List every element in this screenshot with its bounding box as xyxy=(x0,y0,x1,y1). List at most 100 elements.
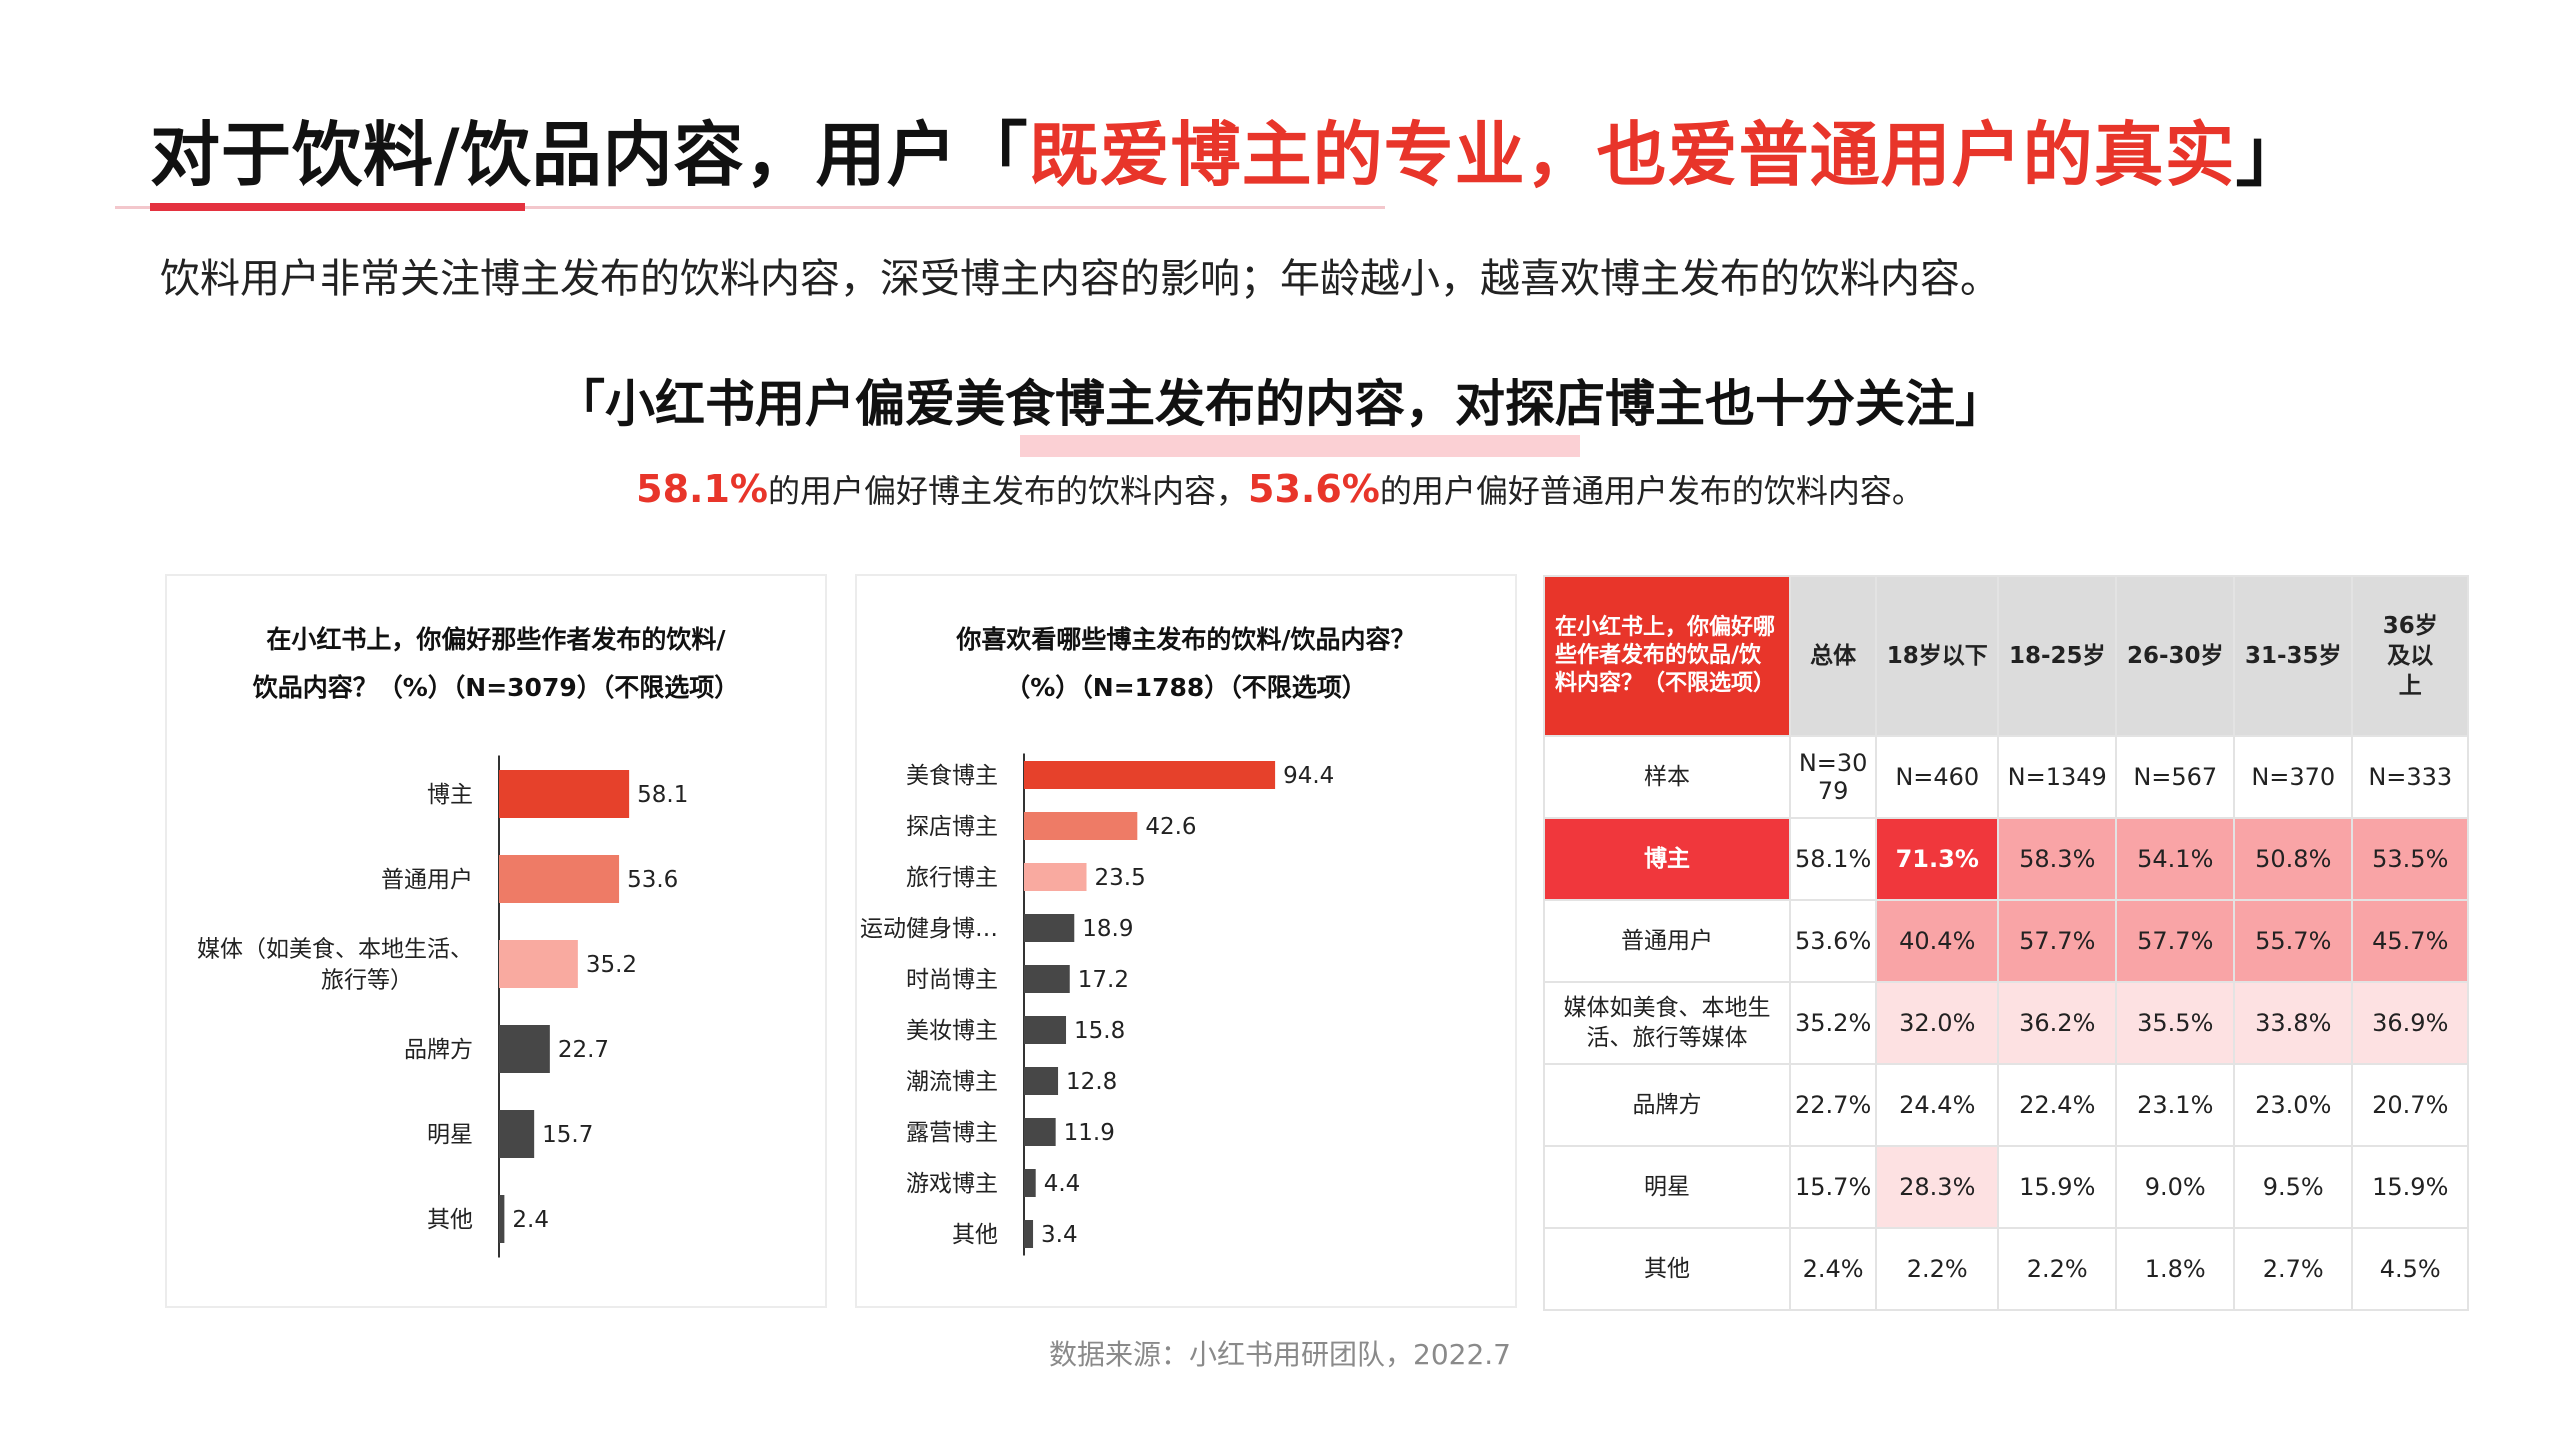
bar xyxy=(1024,812,1138,840)
table-cell: 2.2% xyxy=(1997,1227,2118,1311)
bar-value-label: 3.4 xyxy=(1041,1222,1078,1248)
data-source: 数据来源：小红书用研团队，2022.7 xyxy=(1049,1338,1511,1371)
col-header: 36岁及以上 xyxy=(2351,575,2470,737)
category-label: 美食博主 xyxy=(906,763,998,789)
bar-value-label: 35.2 xyxy=(586,952,637,978)
bar-value-label: 4.4 xyxy=(1044,1171,1081,1197)
category-label: 品牌方 xyxy=(404,1037,473,1063)
bar xyxy=(499,855,620,903)
section-title: 「小红书用户偏爱美食博主发布的内容，对探店博主也十分关注」 xyxy=(555,375,2005,433)
bar xyxy=(1024,761,1276,789)
bar-value-label: 17.2 xyxy=(1078,967,1129,993)
row-label: 媒体如美食、本地生活、旅行等媒体 xyxy=(1543,981,1791,1065)
row-label: 明星 xyxy=(1543,1145,1791,1229)
table-cell: 58.1% xyxy=(1788,817,1878,901)
table-cell: 57.7% xyxy=(2115,899,2236,983)
table-row: 品牌方 22.7% 24.4% 22.4% 23.1% 23.0% 20.7% xyxy=(1543,1063,2470,1147)
bar xyxy=(499,1195,505,1243)
table-cell: 36.9% xyxy=(2351,981,2470,1065)
table-cell: 4.5% xyxy=(2351,1227,2470,1311)
bar xyxy=(1024,914,1075,942)
section-stat-1: 58.1% xyxy=(636,467,768,511)
table-cell: 20.7% xyxy=(2351,1063,2470,1147)
bar-value-label: 15.8 xyxy=(1074,1018,1125,1044)
bar xyxy=(1024,1067,1059,1095)
table-cell: 36.2% xyxy=(1997,981,2118,1065)
table-cell: 2.4% xyxy=(1788,1227,1878,1311)
table-cell: 40.4% xyxy=(1875,899,2000,983)
table-row: 其他 2.4% 2.2% 2.2% 1.8% 2.7% 4.5% xyxy=(1543,1227,2470,1311)
col-header: 18-25岁 xyxy=(1997,575,2118,737)
table-cell: 33.8% xyxy=(2233,981,2354,1065)
title-part-2: 」 xyxy=(2235,114,2307,196)
bar xyxy=(1024,965,1070,993)
bar xyxy=(499,1110,535,1158)
table-cell: 35.2% xyxy=(1788,981,1878,1065)
row-label: 品牌方 xyxy=(1543,1063,1791,1147)
title-underline-thin xyxy=(115,206,1385,209)
category-label: 游戏博主 xyxy=(906,1171,998,1197)
table-cell: 9.5% xyxy=(2233,1145,2354,1229)
bar xyxy=(1024,863,1087,891)
section-stat-2-text: 的用户偏好普通用户发布的饮料内容。 xyxy=(1379,472,1924,510)
category-label: 旅行博主 xyxy=(906,865,998,891)
page-title: 对于饮料/饮品内容，用户「既爱博主的专业，也爱普通用户的真实」 xyxy=(150,100,2307,210)
section-subtitle: 58.1%的用户偏好博主发布的饮料内容，53.6%的用户偏好普通用户发布的饮料内… xyxy=(0,466,2560,512)
title-part-1: 对于饮料/饮品内容，用户「 xyxy=(150,114,1029,196)
table-cell: 24.4% xyxy=(1875,1063,2000,1147)
sample-cell: N=3079 xyxy=(1788,735,1878,819)
category-label: 时尚博主 xyxy=(906,967,998,993)
bar-value-label: 18.9 xyxy=(1082,916,1133,942)
table-question: 在小红书上，你偏好哪些作者发布的饮品/饮料内容？（不限选项） xyxy=(1543,575,1791,737)
row-label: 其他 xyxy=(1543,1227,1791,1311)
col-header: 26-30岁 xyxy=(2115,575,2236,737)
sample-cell: N=460 xyxy=(1875,735,2000,819)
table-row: 普通用户 53.6% 40.4% 57.7% 57.7% 55.7% 45.7% xyxy=(1543,899,2470,983)
section-stat-2: 53.6% xyxy=(1248,467,1380,511)
chart-panel-blogger-types: 你喜欢看哪些博主发布的饮料/饮品内容？ （%）（N=1788）（不限选项） 94… xyxy=(855,574,1517,1308)
bar-value-label: 23.5 xyxy=(1095,865,1146,891)
chart-title-author-preference: 在小红书上，你偏好那些作者发布的饮料/ 饮品内容？（%）（N=3079）（不限选… xyxy=(252,625,740,702)
bar-value-label: 15.7 xyxy=(542,1122,593,1148)
col-header: 18岁以下 xyxy=(1875,575,2000,737)
row-label: 博主 xyxy=(1543,817,1791,901)
table-header-row: 在小红书上，你偏好哪些作者发布的饮品/饮料内容？（不限选项） 总体 18岁以下 … xyxy=(1543,575,2470,737)
table-cell: 58.3% xyxy=(1997,817,2118,901)
chart-panel-author-preference: 在小红书上，你偏好那些作者发布的饮料/ 饮品内容？（%）（N=3079）（不限选… xyxy=(165,574,827,1308)
title-highlight: 既爱博主的专业，也爱普通用户的真实 xyxy=(1028,114,2236,196)
table-cell: 55.7% xyxy=(2233,899,2354,983)
table-row: 媒体如美食、本地生活、旅行等媒体 35.2% 32.0% 36.2% 35.5% 33.8… xyxy=(1543,981,2470,1065)
bar-value-label: 22.7 xyxy=(558,1037,609,1063)
table-cell: 2.7% xyxy=(2233,1227,2354,1311)
category-label: 博主 xyxy=(427,782,473,808)
table-row-sample: 样本 N=3079 N=460 N=1349 N=567 N=370 N=333 xyxy=(1543,735,2470,819)
table-cell: 71.3% xyxy=(1875,817,2000,901)
sample-cell: N=370 xyxy=(2233,735,2354,819)
table-cell: 28.3% xyxy=(1875,1145,2000,1229)
category-label: 媒体（如美食、本地生活、旅行等） xyxy=(197,936,473,993)
table-cell: 35.5% xyxy=(2115,981,2236,1065)
col-header: 总体 xyxy=(1788,575,1878,737)
table-row: 明星 15.7% 28.3% 15.9% 9.0% 9.5% 15.9% xyxy=(1543,1145,2470,1229)
table-cell: 32.0% xyxy=(1875,981,2000,1065)
row-label: 普通用户 xyxy=(1543,899,1791,983)
chart-title-blogger-types: 你喜欢看哪些博主发布的饮料/饮品内容？ （%）（N=1788）（不限选项） xyxy=(956,625,1416,702)
bar-value-label: 11.9 xyxy=(1064,1120,1115,1146)
table-cell: 53.6% xyxy=(1788,899,1878,983)
bar xyxy=(499,1025,550,1073)
sample-cell: N=333 xyxy=(2351,735,2470,819)
table-cell: 50.8% xyxy=(2233,817,2354,901)
bar xyxy=(499,770,630,818)
bar xyxy=(499,940,578,988)
bar-value-label: 2.4 xyxy=(512,1207,549,1233)
category-label: 潮流博主 xyxy=(906,1069,998,1095)
row-label: 样本 xyxy=(1543,735,1791,819)
category-label: 美妆博主 xyxy=(906,1018,998,1044)
sample-cell: N=567 xyxy=(2115,735,2236,819)
bar-chart-blogger-types: 94.4 美食博主 42.6 探店博主 23.5 旅行博主 18.9 运动健身博… 17.2 时尚… xyxy=(860,753,1334,1256)
category-label: 普通用户 xyxy=(381,867,473,893)
table-cell: 57.7% xyxy=(1997,899,2118,983)
bar-value-label: 53.6 xyxy=(627,867,678,893)
section-stat-1-text: 的用户偏好博主发布的饮料内容， xyxy=(767,472,1248,510)
table-row: 博主 58.1% 71.3% 58.3% 54.1% 50.8% 53.5% xyxy=(1543,817,2470,901)
